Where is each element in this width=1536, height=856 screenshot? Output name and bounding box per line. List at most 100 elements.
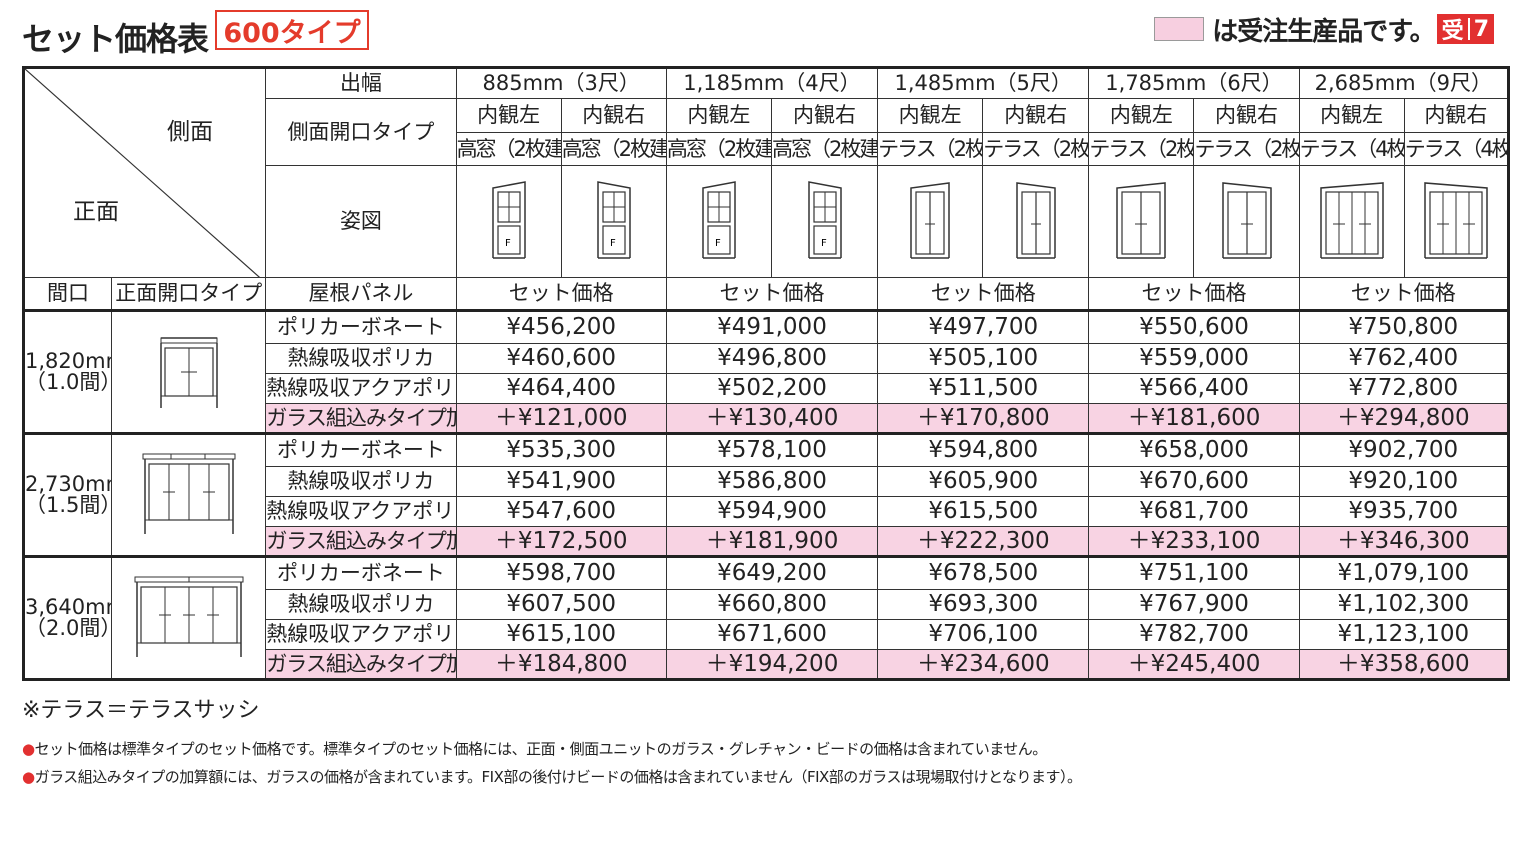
- width-header: 885mm（3尺）: [455, 67, 667, 99]
- glass-addition-price-cell: ＋¥233,100: [1088, 526, 1300, 557]
- glass-addition-price-cell: ＋¥184,800: [455, 649, 667, 680]
- mark-divider: [1467, 18, 1470, 40]
- width-header: 1,785mm（6尺）: [1088, 67, 1300, 99]
- terrace-sash-left-icon: [1116, 181, 1167, 259]
- side-type-header: テラス（2枚建）: [1193, 132, 1300, 166]
- bullet: ●: [22, 740, 35, 758]
- front-type-figure-cell: [111, 432, 267, 557]
- terrace-note: ※テラス＝テラスサッシ: [22, 698, 260, 723]
- view-header: 内観右: [770, 98, 879, 133]
- view-header: 内観左: [455, 98, 562, 133]
- price-cell: ¥550,600: [1088, 309, 1300, 344]
- price-note-2-text: ガラス組込みタイプの加算額には、ガラスの価格が含まれています。FIX部の後付けビ…: [34, 768, 1082, 786]
- price-cell: ¥681,700: [1088, 496, 1300, 527]
- table-row: 熱線吸収アクアポリカ ¥464,400 ¥502,200 ¥511,500 ¥566,4…: [24, 373, 1510, 404]
- frontage-label: 間口: [22, 277, 113, 311]
- roof-panel-cell: ガラス組込みタイプ加算額: [265, 649, 457, 680]
- price-cell: ¥586,800: [665, 466, 879, 497]
- view-header: 内観左: [1298, 98, 1405, 133]
- price-cell: ¥497,700: [877, 309, 1090, 344]
- high-window-right-icon: F: [807, 180, 842, 259]
- table-row: 熱線吸収ポリカ ¥607,500 ¥660,800 ¥693,300 ¥767,900 ¥…: [24, 589, 1510, 620]
- glass-addition-price-cell: ＋¥170,800: [877, 403, 1090, 434]
- price-cell: ¥535,300: [455, 432, 667, 467]
- view-header: 内観右: [982, 98, 1090, 133]
- frontage-ken: （2.0間）: [25, 616, 111, 640]
- high-window-left-icon: F: [702, 180, 736, 259]
- side-figure-cell: F: [770, 165, 879, 278]
- side-type-label: 側面開口タイプ: [265, 98, 457, 166]
- fix-mark: F: [610, 238, 616, 249]
- terrace-sash-right-icon: [1016, 181, 1056, 259]
- price-cell: ¥772,800: [1298, 373, 1510, 404]
- corner-header: 側面 正面: [22, 67, 267, 278]
- high-window-right-icon: F: [597, 180, 631, 259]
- width-header: 1,185mm（4尺）: [665, 67, 879, 99]
- price-cell: ¥1,079,100: [1298, 555, 1510, 590]
- price-cell: ¥594,900: [665, 496, 879, 527]
- price-cell: ¥678,500: [877, 555, 1090, 590]
- side-type-header: 高窓（2枚建）: [560, 132, 667, 166]
- frontage-ken: （1.5間）: [25, 493, 111, 517]
- price-cell: ¥502,200: [665, 373, 879, 404]
- side-figure-cell: [877, 165, 984, 278]
- roof-panel-cell: ポリカーボネート: [265, 432, 457, 467]
- page-title: セット価格表: [22, 20, 209, 58]
- price-cell: ¥491,000: [665, 309, 879, 344]
- price-note-1-text: セット価格は標準タイプのセット価格です。標準タイプのセット価格には、正面・側面ユ…: [34, 740, 1048, 758]
- price-cell: ¥496,800: [665, 343, 879, 374]
- corner-front-label: 正面: [73, 199, 119, 225]
- price-cell: ¥615,500: [877, 496, 1090, 527]
- side-type-header: 高窓（2枚建）: [665, 132, 772, 166]
- price-cell: ¥935,700: [1298, 496, 1510, 527]
- frontage-cell: 3,640mm（2.0間）: [22, 555, 113, 680]
- price-cell: ¥671,600: [665, 619, 879, 650]
- table-row: 1,820mm（1.0間） ポリカーボネート¥456,200¥491,000¥49…: [22, 309, 1510, 434]
- side-figure-cell: F: [560, 165, 667, 278]
- roof-panel-cell: ガラス組込みタイプ加算額: [265, 526, 457, 557]
- price-cell: ¥541,900: [455, 466, 667, 497]
- side-type-header: テラス（2枚建）: [877, 132, 984, 166]
- price-cell: ¥750,800: [1298, 309, 1510, 344]
- side-figure-cell: [1193, 165, 1300, 278]
- frontage-size: 3,640mm: [25, 595, 111, 619]
- terrace-sash-4-left-icon: [1319, 181, 1384, 259]
- glass-addition-price-cell: ＋¥194,200: [665, 649, 879, 680]
- price-cell: ¥706,100: [877, 619, 1090, 650]
- price-cell: ¥1,102,300: [1298, 589, 1510, 620]
- side-type-header: 高窓（2枚建）: [455, 132, 562, 166]
- price-cell: ¥505,100: [877, 343, 1090, 374]
- width-label: 出幅: [265, 67, 457, 99]
- frontage-size: 2,730mm: [25, 472, 111, 496]
- frontage-ken: （1.0間）: [25, 370, 111, 394]
- table-row: 熱線吸収アクアポリカ ¥547,600 ¥594,900 ¥615,500 ¥681,7…: [24, 496, 1510, 527]
- glass-addition-price-cell: ＋¥294,800: [1298, 403, 1510, 434]
- glass-addition-price-cell: ＋¥234,600: [877, 649, 1090, 680]
- side-type-header: テラス（2枚建）: [982, 132, 1090, 166]
- view-header: 内観左: [665, 98, 772, 133]
- glass-addition-price-cell: ＋¥181,600: [1088, 403, 1300, 434]
- price-cell: ¥594,800: [877, 432, 1090, 467]
- terrace-sash-left-icon: [910, 181, 950, 259]
- price-cell: ¥578,100: [665, 432, 879, 467]
- glass-addition-price-cell: ＋¥121,000: [455, 403, 667, 434]
- price-note-2: ●ガラス組込みタイプの加算額には、ガラスの価格が含まれています。FIX部の後付け…: [22, 766, 1082, 787]
- price-cell: ¥658,000: [1088, 432, 1300, 467]
- table-row: ガラス組込みタイプ加算額＋¥121,000＋¥130,400＋¥170,800＋…: [24, 403, 1510, 434]
- bullet: ●: [22, 768, 35, 786]
- legend-text: は受注生産品です。: [1212, 16, 1435, 47]
- order-made-mark-left: 受: [1441, 19, 1464, 44]
- view-header: 内観右: [1193, 98, 1300, 133]
- table-row: 3,640mm（2.0間）ポリカーボネート¥598,700¥649,200¥67…: [22, 555, 1510, 680]
- price-cell: ¥767,900: [1088, 589, 1300, 620]
- terrace-sash-right-icon: [1221, 181, 1272, 259]
- price-cell: ¥605,900: [877, 466, 1090, 497]
- front-type-figure-cell: [111, 309, 267, 434]
- high-window-left-icon: F: [491, 180, 526, 259]
- set-price-header: セット価格: [455, 277, 667, 311]
- view-header: 内観右: [1403, 98, 1510, 133]
- roof-panel-label: 屋根パネル: [265, 277, 457, 311]
- side-figure-cell: F: [455, 165, 562, 278]
- price-cell: ¥649,200: [665, 555, 879, 590]
